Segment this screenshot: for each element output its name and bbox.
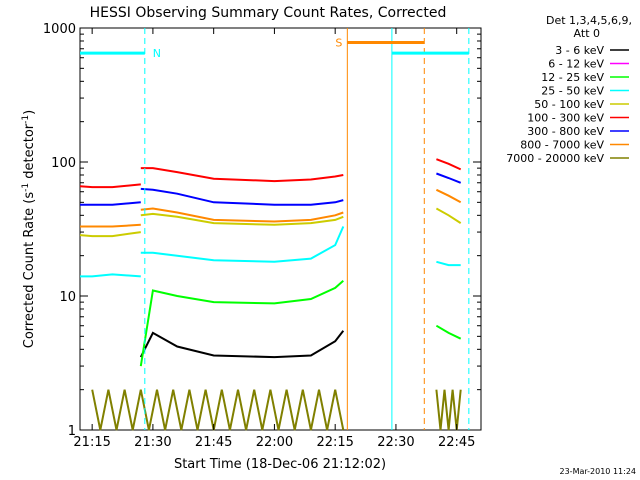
x-tick-label-22-00: 22:00 xyxy=(256,435,293,450)
series-line-100-300-kev-1 xyxy=(79,183,141,189)
flag-label-n: N xyxy=(153,47,161,60)
marker-layer: NS xyxy=(80,28,470,430)
legend-header-line-1: Det 1,3,4,5,6,9, xyxy=(546,14,632,27)
series-line-50-100-kev-3 xyxy=(435,207,462,224)
x-tick-label-22-30: 22:30 xyxy=(377,435,414,450)
legend-label-3-6-kev: 3 - 6 keV xyxy=(555,44,604,57)
plot-area xyxy=(79,27,482,431)
chart-title: HESSI Observing Summary Count Rates, Cor… xyxy=(90,5,447,21)
series-line-100-300-kev-2 xyxy=(140,167,344,183)
x-tick-label-21-45: 21:45 xyxy=(195,435,232,450)
series-line-12-25-kev-1 xyxy=(139,279,344,367)
x-tick-label-22-45: 22:45 xyxy=(438,435,475,450)
plot-frame xyxy=(79,27,482,431)
series-line-3-6-kev-1 xyxy=(139,330,345,359)
legend-label-12-25-kev: 12 - 25 keV xyxy=(541,71,604,84)
legend-label-800-7000-kev: 800 - 7000 keV xyxy=(520,139,604,152)
y-axis-label: Corrected Count Rate (s-1 detector-1) xyxy=(21,110,37,348)
x-axis-label: Start Time (18-Dec-06 21:12:02) xyxy=(174,457,386,472)
series-layer xyxy=(79,158,462,431)
y-axis-label-main: Corrected Count Rate (s xyxy=(22,192,37,349)
legend-label-25-50-kev: 25 - 50 keV xyxy=(541,85,604,98)
y-tick-label-1000: 1000 xyxy=(43,22,76,37)
series-line-300-800-kev-1 xyxy=(80,201,141,206)
y-tick-label-10: 10 xyxy=(59,290,76,305)
series-line-300-800-kev-2 xyxy=(140,187,344,206)
generation-timestamp: 23-Mar-2010 11:24 xyxy=(560,467,637,476)
series-line-300-800-kev-3 xyxy=(436,172,462,184)
y-axis-label-exponent-1: -1 xyxy=(21,183,31,192)
legend-label-50-100-kev: 50 - 100 keV xyxy=(534,98,604,111)
series-line-800-7000-kev-2 xyxy=(140,207,344,223)
y-axis-label-end: ) xyxy=(22,110,37,115)
y-axis-label-exponent-2: -1 xyxy=(21,115,31,124)
series-line-12-25-kev-2 xyxy=(435,324,462,340)
y-tick-label-100: 100 xyxy=(51,156,76,171)
y-axis: 1 10 100 1000 xyxy=(43,22,481,439)
legend-label-7000-20000-kev: 7000 - 20000 keV xyxy=(506,152,604,165)
flag-label-s: S xyxy=(335,36,342,49)
series-line-25-50-kev-3 xyxy=(436,260,461,267)
y-tick-label-1: 1 xyxy=(68,424,76,439)
x-tick-label-21-15: 21:15 xyxy=(73,435,110,450)
legend-header-line-2: Att 0 xyxy=(574,27,600,40)
series-line-7000-20000-kev-1 xyxy=(91,389,345,431)
legend-label-6-12-kev: 6 - 12 keV xyxy=(548,58,604,71)
series-line-25-50-kev-2 xyxy=(140,226,345,263)
x-tick-label-22-15: 22:15 xyxy=(316,435,353,450)
legend-label-300-800-kev: 300 - 800 keV xyxy=(527,125,604,138)
x-axis: 21:15 21:30 21:45 22:00 22:15 22:30 22:45 xyxy=(73,28,475,450)
x-tick-label-21-30: 21:30 xyxy=(134,435,171,450)
series-line-800-7000-kev-3 xyxy=(435,188,462,204)
series-line-25-50-kev-1 xyxy=(80,273,141,278)
series-line-50-100-kev-2 xyxy=(140,212,344,226)
legend-label-100-300-kev: 100 - 300 keV xyxy=(527,112,604,125)
series-line-800-7000-kev-1 xyxy=(80,223,141,228)
y-axis-label-middle: detector xyxy=(22,123,37,183)
series-line-50-100-kev-1 xyxy=(79,231,141,238)
series-line-100-300-kev-3 xyxy=(436,158,462,171)
series-line-7000-20000-kev-2 xyxy=(435,389,462,431)
